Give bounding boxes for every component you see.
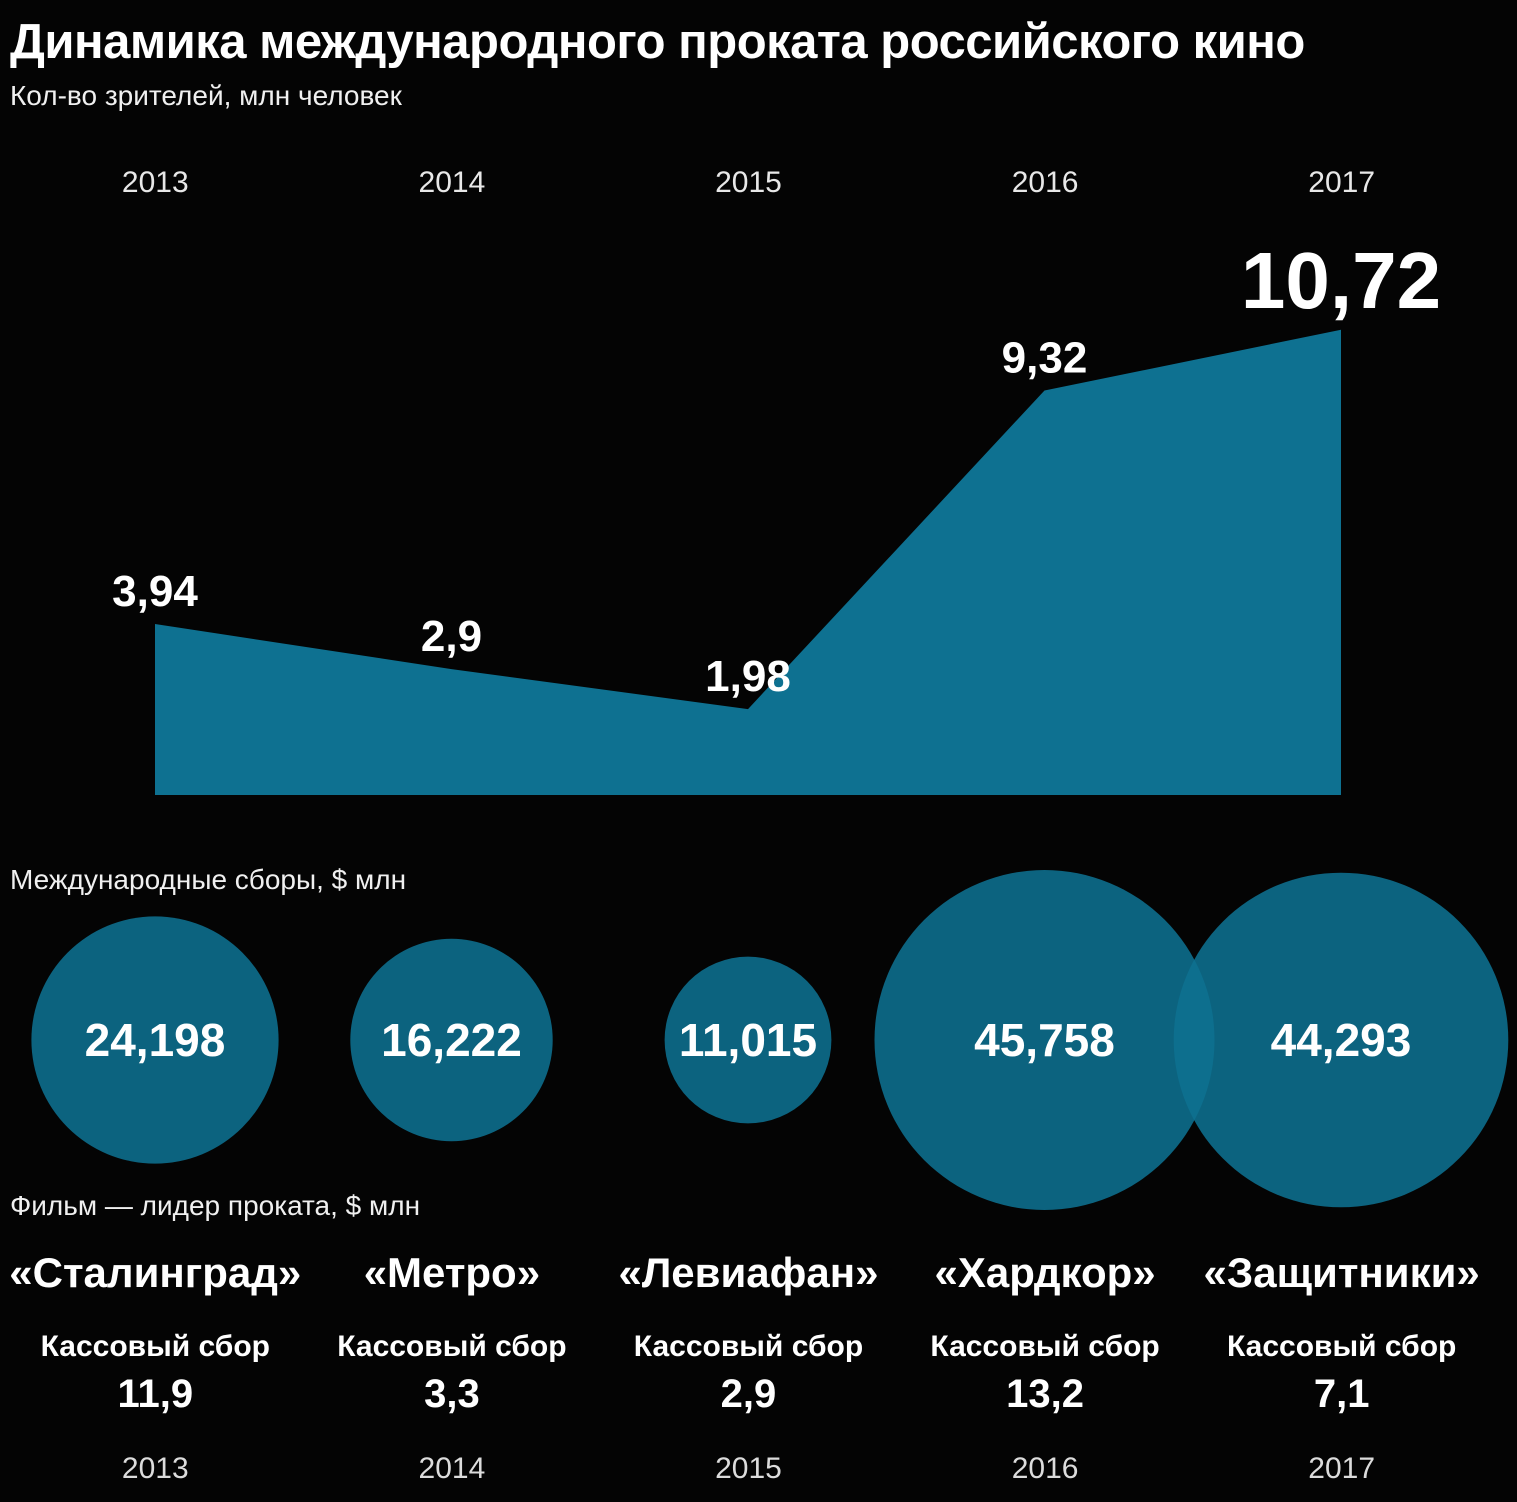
bubble-value-label: 44,293	[1271, 1014, 1412, 1066]
bubble-circle-2015	[664, 956, 832, 1124]
intl-grosses-label: Международные сборы, $ млн	[10, 864, 407, 895]
bottom-year-labels: 2013 2014 2015 2016 2017	[7, 1452, 1490, 1486]
year-label: 2015	[715, 1452, 782, 1485]
top-year-labels: 2013 2014 2015 2016 2017	[7, 166, 1490, 200]
film-title: «Хардкор»	[934, 1249, 1156, 1296]
bubble-circle-2016	[874, 870, 1215, 1210]
box-office-label: Кассовый сбор	[40, 1330, 270, 1363]
area-value-label: 9,32	[1002, 334, 1088, 383]
bubble-circle-2013	[31, 916, 279, 1164]
year-label: 2016	[1011, 1452, 1079, 1485]
year-label: 2015	[715, 166, 782, 199]
year-label: 2016	[1011, 166, 1079, 199]
box-office-value: 11,9	[117, 1372, 194, 1416]
bubble-value-label: 11,015	[679, 1014, 817, 1066]
film-cell: «Метро» Кассовый сбор 3,3	[304, 1252, 601, 1417]
film-title: «Левиафан»	[618, 1249, 879, 1296]
bubble-value-label: 16,222	[381, 1014, 522, 1066]
box-office-label: Кассовый сбор	[1226, 1330, 1457, 1363]
year-label: 2017	[1308, 166, 1376, 199]
film-cell: «Левиафан» Кассовый сбор 2,9	[600, 1252, 897, 1417]
leader-film-label: Фильм — лидер проката, $ млн	[10, 1190, 421, 1221]
year-label: 2013	[121, 166, 189, 199]
year-label: 2014	[418, 166, 486, 199]
bubble-chart: 24,198 16,222 11,015 45,758 44,293	[31, 870, 1509, 1210]
film-cell: «Хардкор» Кассовый сбор 13,2	[897, 1252, 1194, 1417]
year-label: 2017	[1308, 1452, 1376, 1485]
viewers-axis-label: Кол-во зрителей, млн человек	[10, 80, 402, 111]
film-title: «Сталинград»	[9, 1249, 302, 1296]
box-office-value: 13,2	[1006, 1372, 1084, 1416]
film-title: «Защитники»	[1203, 1249, 1480, 1296]
box-office-label: Кассовый сбор	[633, 1330, 864, 1363]
year-label: 2014	[418, 1452, 486, 1485]
box-office-label: Кассовый сбор	[930, 1330, 1160, 1363]
film-cell: «Защитники» Кассовый сбор 7,1	[1193, 1252, 1490, 1417]
films-row: «Сталинград» Кассовый сбор 11,9 «Метро» …	[7, 1252, 1490, 1417]
box-office-label: Кассовый сбор	[337, 1330, 567, 1363]
area-value-label: 2,9	[421, 612, 482, 661]
bubble-value-label: 45,758	[974, 1014, 1115, 1066]
film-title: «Метро»	[363, 1249, 541, 1296]
box-office-value: 3,3	[424, 1372, 480, 1416]
box-office-value: 7,1	[1313, 1372, 1370, 1416]
bubble-circle-2017	[1173, 872, 1509, 1208]
page-title: Динамика международного проката российск…	[10, 15, 1305, 69]
year-label: 2013	[121, 1452, 189, 1485]
box-office-value: 2,9	[720, 1372, 777, 1416]
bubble-circle-2014	[350, 938, 553, 1142]
area-series	[155, 329, 1341, 795]
film-cell: «Сталинград» Кассовый сбор 11,9	[7, 1252, 304, 1417]
area-value-label: 1,98	[705, 652, 791, 701]
area-value-label: 10,72	[1241, 236, 1441, 325]
area-chart: 3,94 2,9 1,98 9,32 10,72	[112, 236, 1441, 795]
area-value-label: 3,94	[112, 567, 198, 616]
bubble-value-label: 24,198	[85, 1014, 226, 1066]
